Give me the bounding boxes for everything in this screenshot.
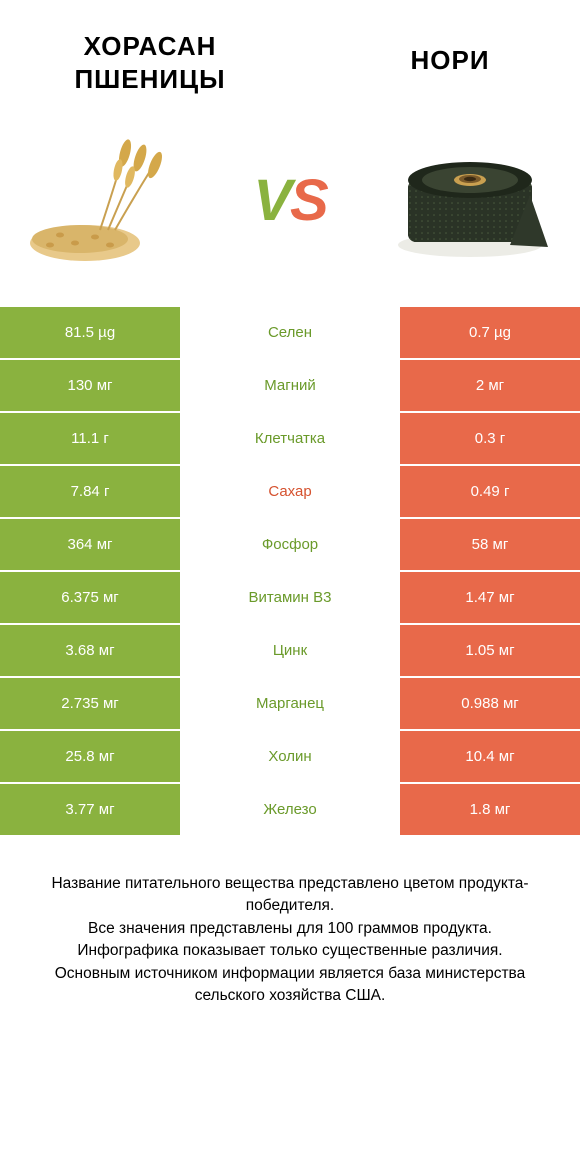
cell-nutrient-name: Холин (180, 731, 400, 782)
cell-left-value: 3.68 мг (0, 625, 180, 676)
table-row: 7.84 гСахар0.49 г (0, 464, 580, 517)
infographic-container: Хорасан Пшеницы Нори (0, 0, 580, 1174)
table-row: 130 мгМагний2 мг (0, 358, 580, 411)
cell-left-value: 130 мг (0, 360, 180, 411)
cell-left-value: 2.735 мг (0, 678, 180, 729)
cell-left-value: 7.84 г (0, 466, 180, 517)
nori-icon (390, 135, 550, 265)
cell-left-value: 6.375 мг (0, 572, 180, 623)
table-row: 364 мгФосфор58 мг (0, 517, 580, 570)
product-image-left (30, 135, 190, 265)
cell-right-value: 1.8 мг (400, 784, 580, 835)
cell-nutrient-name: Витамин B3 (180, 572, 400, 623)
table-row: 81.5 µgСелен0.7 µg (0, 305, 580, 358)
vs-v: V (253, 168, 290, 233)
comparison-table: 81.5 µgСелен0.7 µg130 мгМагний2 мг11.1 г… (0, 305, 580, 835)
cell-nutrient-name: Селен (180, 307, 400, 358)
cell-right-value: 2 мг (400, 360, 580, 411)
table-row: 25.8 мгХолин10.4 мг (0, 729, 580, 782)
cell-left-value: 25.8 мг (0, 731, 180, 782)
cell-nutrient-name: Сахар (180, 466, 400, 517)
footer-line: Название питательного вещества представл… (20, 873, 560, 918)
cell-right-value: 58 мг (400, 519, 580, 570)
table-row: 6.375 мгВитамин B31.47 мг (0, 570, 580, 623)
cell-right-value: 0.49 г (400, 466, 580, 517)
cell-right-value: 1.05 мг (400, 625, 580, 676)
table-row: 3.77 мгЖелезо1.8 мг (0, 782, 580, 835)
table-row: 11.1 гКлетчатка0.3 г (0, 411, 580, 464)
vs-s: S (290, 168, 327, 233)
cell-right-value: 10.4 мг (400, 731, 580, 782)
cell-nutrient-name: Магний (180, 360, 400, 411)
footer-notes: Название питательного вещества представл… (0, 835, 580, 1018)
cell-right-value: 0.7 µg (400, 307, 580, 358)
product-title-left: Хорасан Пшеницы (40, 30, 260, 95)
vs-label: VS (253, 167, 326, 234)
wheat-icon (30, 135, 190, 265)
cell-nutrient-name: Марганец (180, 678, 400, 729)
cell-nutrient-name: Клетчатка (180, 413, 400, 464)
footer-line: Основным источником информации является … (20, 963, 560, 1008)
cell-left-value: 11.1 г (0, 413, 180, 464)
table-row: 3.68 мгЦинк1.05 мг (0, 623, 580, 676)
footer-line: Инфографика показывает только существенн… (20, 940, 560, 962)
vs-row: VS (0, 105, 580, 305)
product-image-right (390, 135, 550, 265)
cell-nutrient-name: Цинк (180, 625, 400, 676)
cell-right-value: 0.988 мг (400, 678, 580, 729)
table-row: 2.735 мгМарганец0.988 мг (0, 676, 580, 729)
footer-line: Все значения представлены для 100 граммо… (20, 918, 560, 940)
cell-right-value: 0.3 г (400, 413, 580, 464)
product-title-right: Нори (360, 44, 540, 95)
cell-left-value: 3.77 мг (0, 784, 180, 835)
cell-left-value: 81.5 µg (0, 307, 180, 358)
cell-nutrient-name: Железо (180, 784, 400, 835)
cell-nutrient-name: Фосфор (180, 519, 400, 570)
titles-row: Хорасан Пшеницы Нори (0, 0, 580, 105)
cell-left-value: 364 мг (0, 519, 180, 570)
cell-right-value: 1.47 мг (400, 572, 580, 623)
